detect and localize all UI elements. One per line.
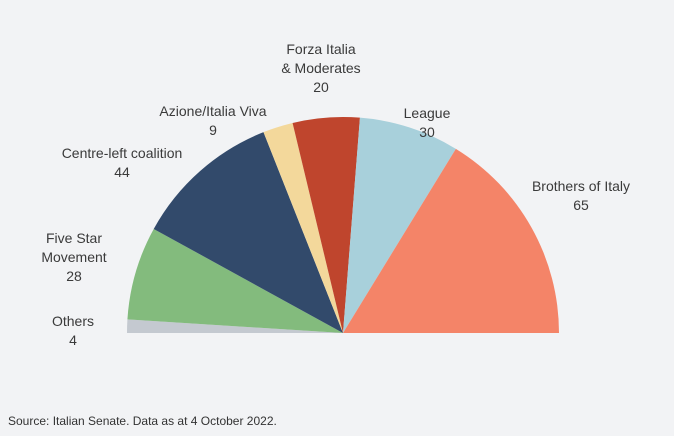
source-note: Source: Italian Senate. Data as at 4 Oct… <box>8 414 277 428</box>
slice-azione-italia-viva <box>263 122 343 333</box>
label-others: Others 4 <box>51 313 94 348</box>
label-centre-left-coalition: Centre-left coalition 44 <box>61 145 183 180</box>
slice-five-star-movement <box>127 228 343 333</box>
label-brothers-of-italy: Brothers of Italy 65 <box>531 178 631 213</box>
label-league: League 30 <box>403 105 451 140</box>
slice-league <box>343 117 456 333</box>
label-forza-italia-moderates: Forza Italia & Moderates 20 <box>281 41 361 95</box>
slice-centre-left-coalition <box>153 132 343 333</box>
label-azione-italia-viva: Azione/Italia Viva 9 <box>159 103 267 138</box>
slice-others <box>127 319 343 333</box>
slice-forza-italia-moderates <box>292 117 360 333</box>
label-five-star-movement: Five Star Movement 28 <box>41 230 107 284</box>
slice-brothers-of-italy <box>343 148 559 333</box>
